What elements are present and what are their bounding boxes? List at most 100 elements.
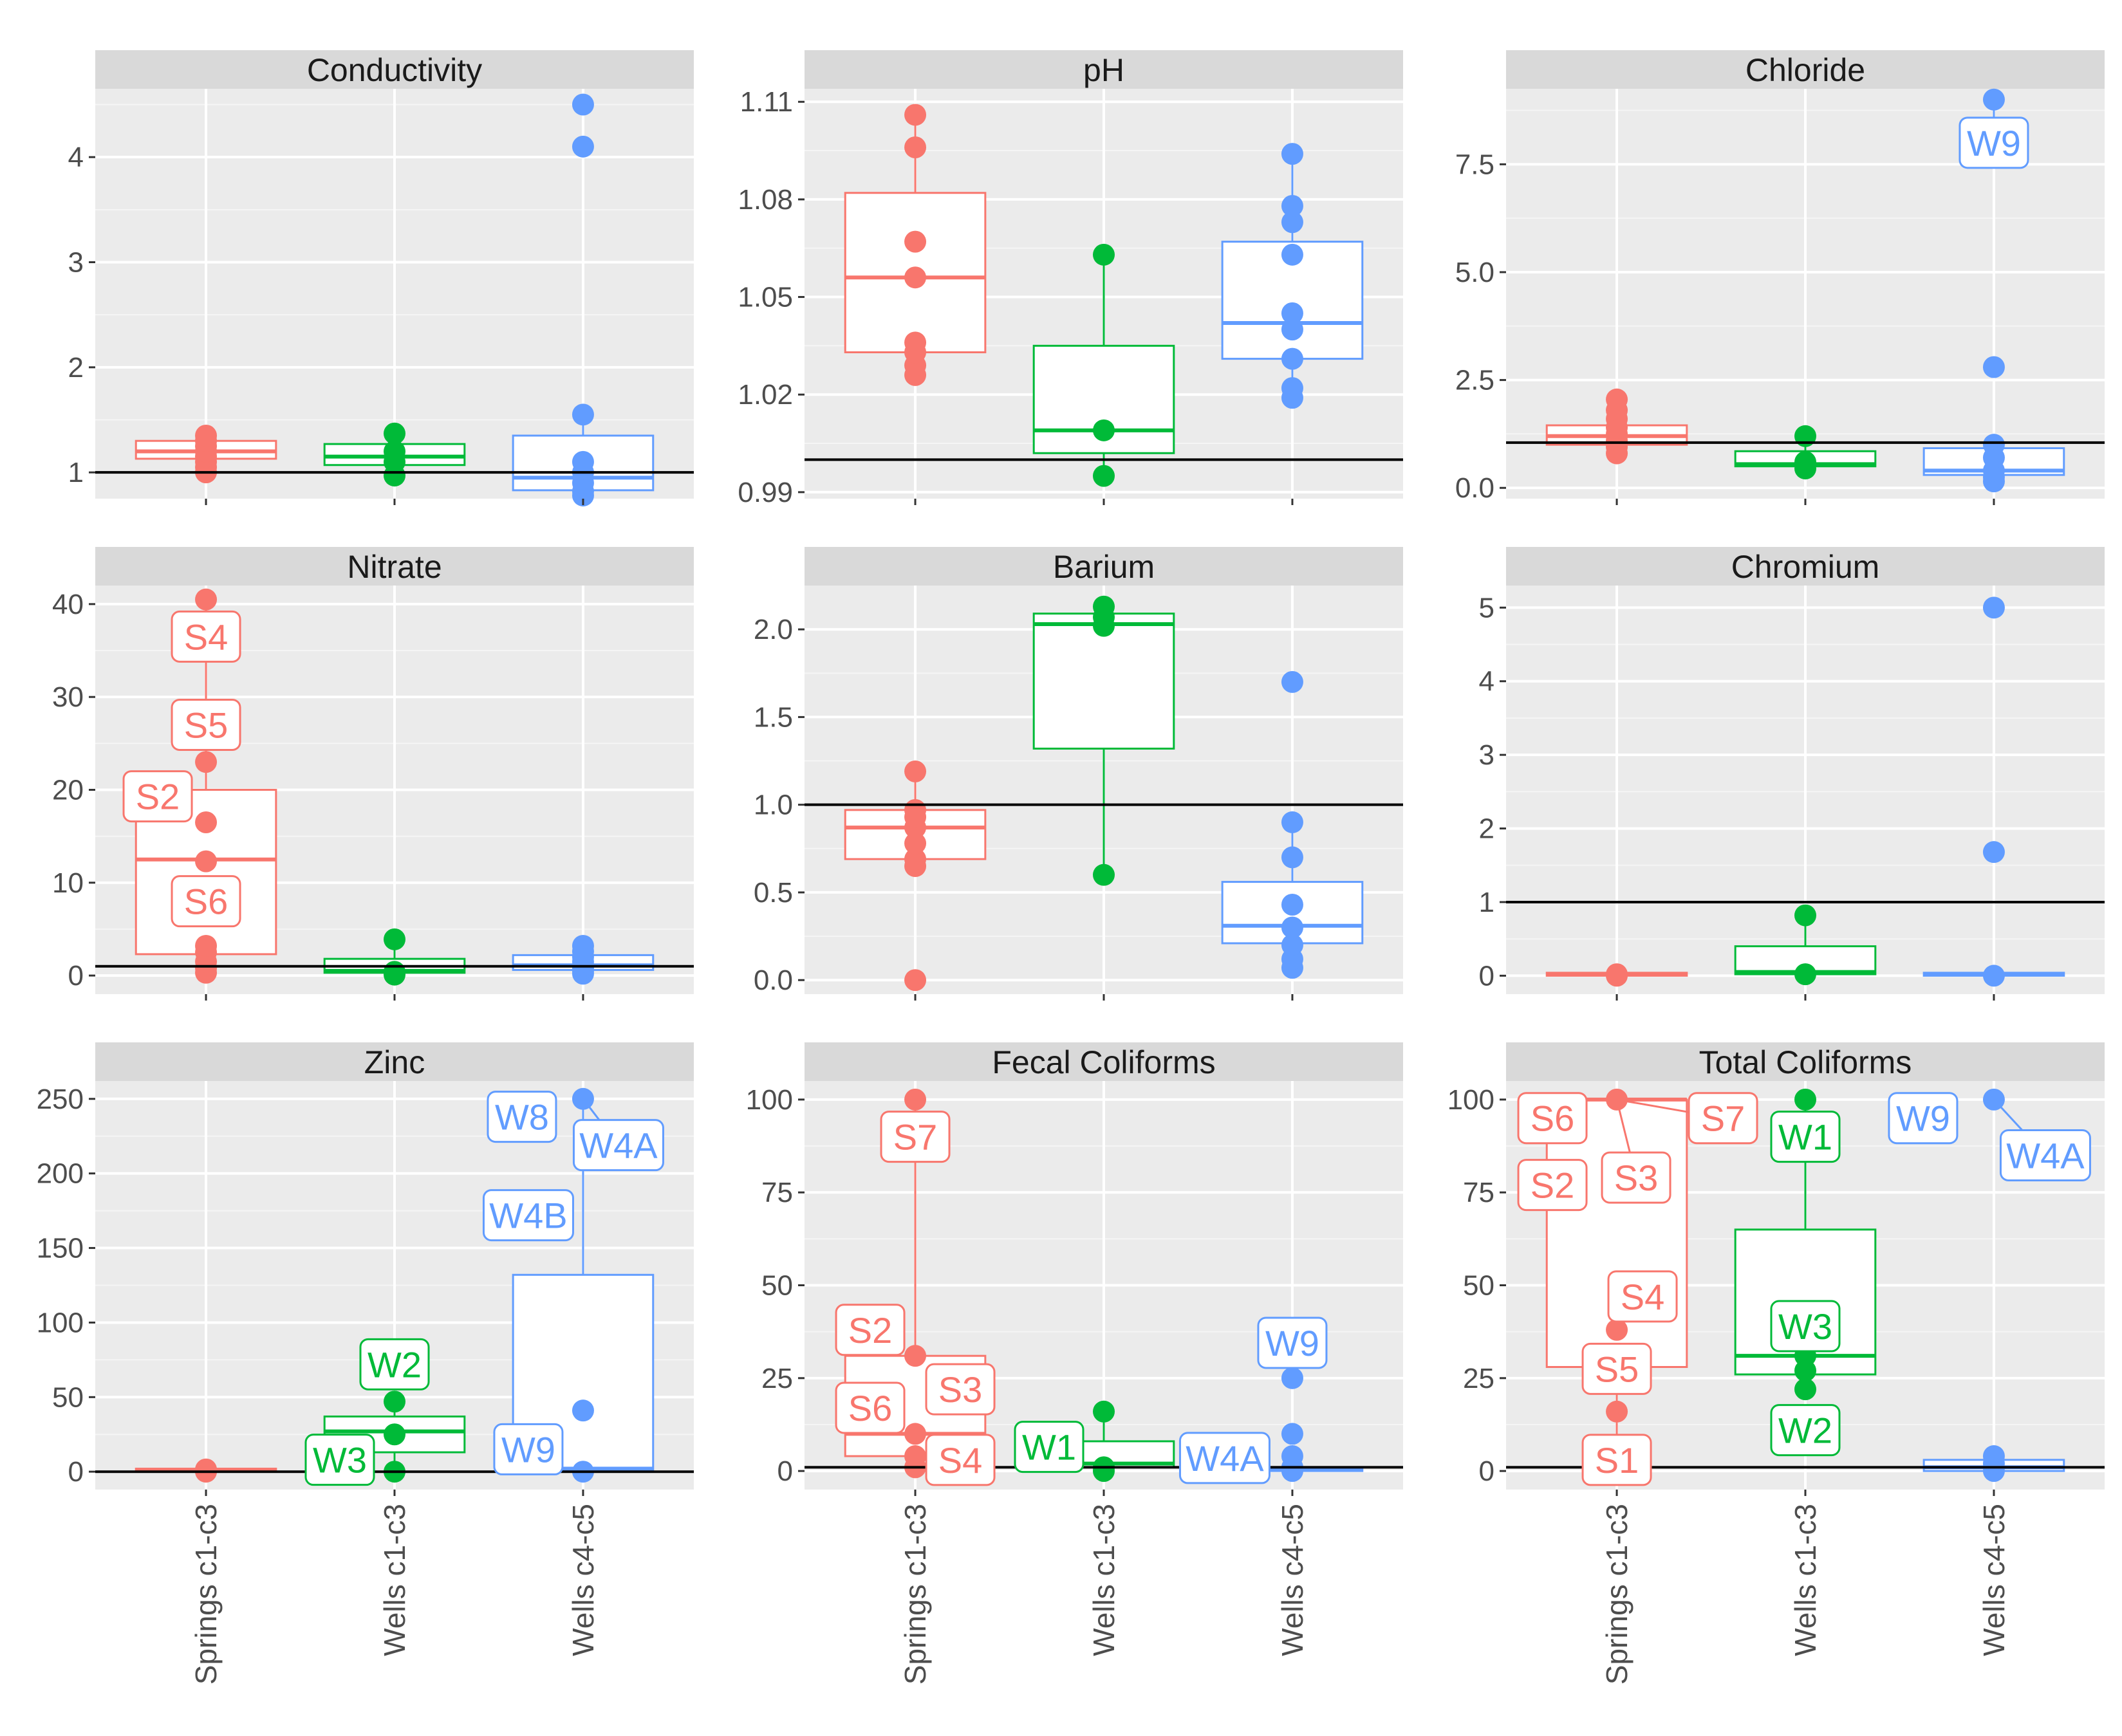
y-tick-label: 0	[68, 960, 84, 992]
point-label: S4	[184, 616, 228, 657]
y-tick-label: 2	[1479, 813, 1494, 845]
label-box	[1770, 1111, 1841, 1163]
point-label: W3	[313, 1440, 367, 1481]
point-label: W4A	[579, 1125, 658, 1166]
point-label: S7	[1701, 1098, 1745, 1139]
data-point	[1982, 356, 2005, 378]
y-tick-label: 1	[68, 457, 84, 488]
y-tick-label: 250	[37, 1084, 84, 1115]
point-label: S2	[136, 777, 180, 817]
facet-panel-ph: pH 0.99 1.02 1.05 1.08 1.11	[738, 50, 1403, 508]
point-label: W9	[1967, 123, 2021, 163]
y-tick-label: 75	[761, 1177, 793, 1208]
data-point	[195, 850, 218, 873]
label-box	[171, 875, 241, 928]
data-point	[572, 1399, 594, 1422]
facet-title: pH	[1083, 52, 1124, 88]
data-point	[1093, 1400, 1115, 1423]
y-tick-label: 0.0	[754, 965, 793, 996]
data-point	[1982, 841, 2005, 863]
facet-panel-conductivity: Conductivity 1 2 3 4	[68, 50, 694, 507]
label-box	[880, 1111, 951, 1163]
label-box	[1178, 1432, 1270, 1484]
x-tick-label: Wells c4-c5	[1977, 1504, 2011, 1656]
facet-panel-barium: Barium 0.0 0.5 1.0 1.5 2.0	[754, 547, 1403, 1001]
label-box	[1517, 1159, 1588, 1212]
label-box	[171, 698, 241, 751]
point-label: S5	[1595, 1349, 1639, 1389]
y-tick-label: 2	[68, 352, 84, 383]
y-tick-label: 100	[746, 1084, 793, 1116]
facet-title: Zinc	[364, 1044, 425, 1080]
point-label: S4	[938, 1440, 983, 1481]
y-tick-label: 200	[37, 1158, 84, 1190]
y-tick-label: 0.5	[754, 877, 793, 909]
point-label: W4B	[489, 1196, 567, 1236]
facet-panel-zinc: Zinc 0 50 100 150 200 250 W8 W4A W4B W9 W2 W3 Springs…	[37, 1042, 694, 1685]
point-label: S7	[893, 1117, 938, 1158]
data-point	[1982, 88, 2005, 111]
data-point	[1281, 302, 1303, 324]
data-point	[195, 588, 218, 611]
y-tick-label: 3	[68, 247, 84, 279]
data-point	[1281, 347, 1303, 370]
data-point	[384, 440, 405, 463]
point-label: W3	[1778, 1306, 1832, 1347]
facet-title: Fecal Coliforms	[992, 1044, 1215, 1080]
label-box	[835, 1381, 906, 1434]
facet-strip	[805, 547, 1403, 586]
data-point	[1982, 434, 2005, 456]
label-box	[482, 1189, 574, 1242]
x-tick-label: Wells c1-c3	[378, 1504, 411, 1656]
label-box	[359, 1338, 430, 1390]
y-tick-label: 100	[1447, 1084, 1494, 1116]
data-point	[195, 751, 218, 773]
data-point	[904, 969, 927, 992]
point-label: W4A	[1186, 1438, 1264, 1479]
y-tick-label: 50	[1463, 1270, 1494, 1302]
y-tick-label: 5.0	[1455, 257, 1494, 288]
label-box	[1601, 1151, 1671, 1204]
point-label: W1	[1778, 1117, 1832, 1158]
facet-strip	[95, 547, 694, 586]
data-point	[195, 934, 218, 957]
data-point	[1281, 1423, 1303, 1445]
y-tick-label: 25	[761, 1363, 793, 1394]
point-label: S3	[938, 1369, 983, 1410]
data-point	[195, 811, 218, 834]
data-point	[1794, 451, 1816, 474]
x-tick-label: Springs c1-c3	[898, 1504, 932, 1685]
data-point	[1794, 1378, 1816, 1401]
label-box	[1770, 1300, 1841, 1353]
y-tick-label: 1.5	[754, 701, 793, 733]
data-point	[384, 422, 405, 445]
data-point	[904, 848, 927, 871]
data-point	[1982, 1088, 2005, 1111]
facet-title: Chromium	[1731, 549, 1880, 585]
y-tick-label: 5	[1479, 592, 1494, 623]
y-tick-label: 75	[1463, 1177, 1494, 1208]
label-box	[925, 1363, 996, 1416]
y-tick-label: 0	[68, 1456, 84, 1488]
x-tick-label: Springs c1-c3	[189, 1504, 223, 1685]
y-tick-label: 0.0	[1455, 472, 1494, 504]
label-box	[925, 1434, 996, 1486]
point-label: S6	[184, 882, 228, 922]
point-label: S6	[848, 1388, 893, 1428]
point-label: W9	[501, 1429, 555, 1470]
data-point	[1281, 143, 1303, 165]
facet-strip	[95, 50, 694, 89]
data-point	[1281, 377, 1303, 400]
facet-panel-chloride: Chloride 0.0 2.5 5.0 7.5 W9	[1455, 50, 2105, 505]
facet-panel-total-coliforms: Total Coliforms 0 25 50 75 100 S6 S7 S2 S3 S4 S5 S1 W…	[1447, 1042, 2105, 1685]
y-tick-label: 100	[37, 1307, 84, 1338]
point-label: S3	[1614, 1158, 1659, 1198]
data-point	[1982, 596, 2005, 619]
y-tick-label: 2.5	[1455, 365, 1494, 396]
y-tick-label: 1	[1479, 887, 1494, 918]
point-label: S2	[1531, 1165, 1575, 1206]
y-tick-label: 0	[777, 1455, 793, 1487]
point-label: S6	[1531, 1098, 1575, 1139]
y-tick-label: 4	[1479, 666, 1494, 697]
data-point	[384, 1423, 405, 1446]
